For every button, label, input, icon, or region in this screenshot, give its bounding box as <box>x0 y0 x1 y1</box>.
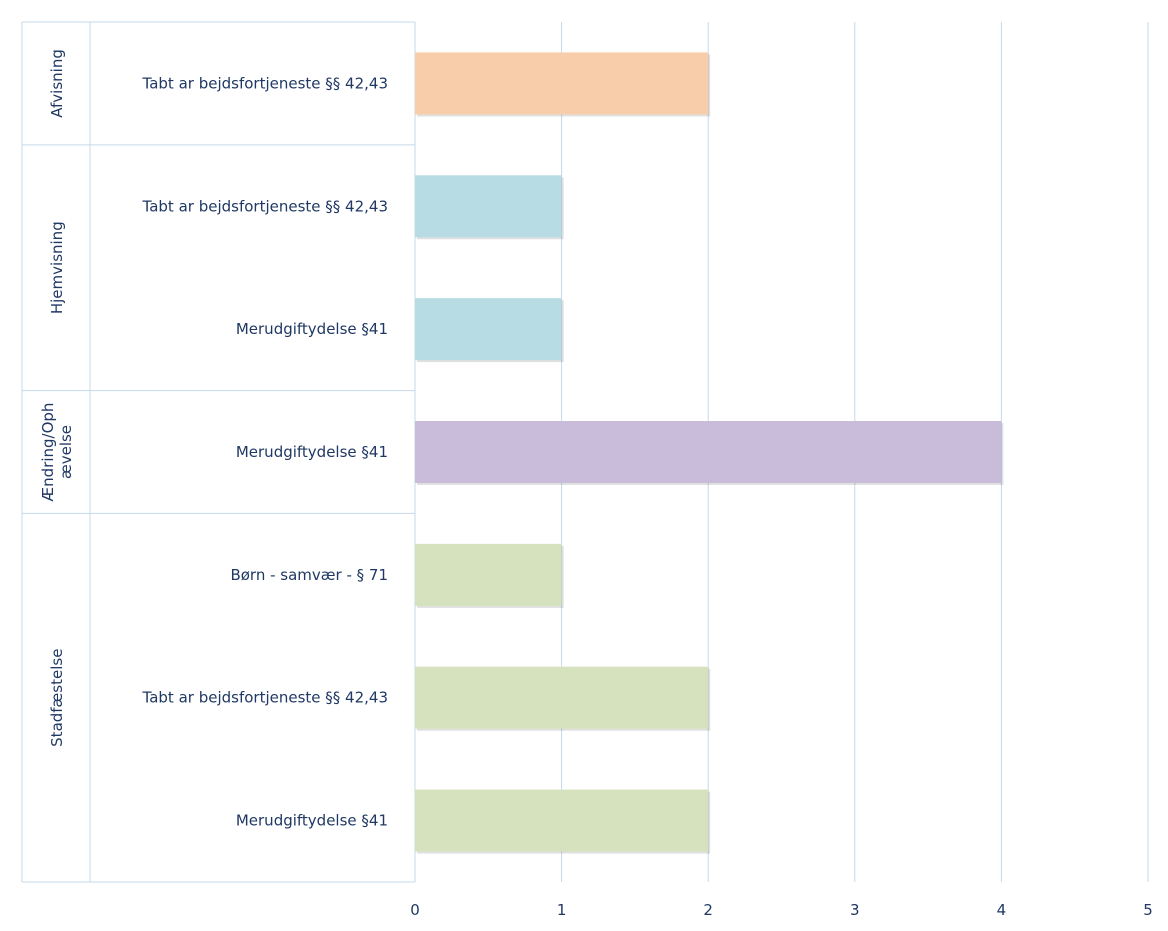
group-label: Hjemvisning <box>48 221 66 314</box>
category-label: Tabt ar bejdsfortjeneste §§ 42,43 <box>142 74 388 92</box>
category-label: Børn - samvær - § 71 <box>230 566 388 584</box>
group-label-line: Stadfæstelse <box>48 649 66 747</box>
x-tick-label: 3 <box>850 901 860 919</box>
bars <box>415 52 1004 854</box>
group-label-line: Afvisning <box>48 49 66 118</box>
group-labels: Afvisning Hjemvisning Ændring/Ophævelse Sta… <box>39 49 75 747</box>
bar <box>415 52 709 115</box>
x-tick-label: 1 <box>557 901 567 919</box>
category-label: Merudgiftydelse §41 <box>236 320 388 338</box>
bar <box>415 175 562 238</box>
x-axis-ticks: 0 1 2 3 4 5 <box>410 901 1153 919</box>
group-label: Ændring/Ophævelse <box>39 403 75 502</box>
x-tick-label: 0 <box>410 901 420 919</box>
category-label: Merudgiftydelse §41 <box>236 812 388 830</box>
group-label: Stadfæstelse <box>48 649 66 747</box>
bar <box>415 298 562 361</box>
category-labels: Tabt ar bejdsfortjeneste §§ 42,43 Tabt ar… <box>142 74 388 829</box>
category-label: Tabt ar bejdsfortjeneste §§ 42,43 <box>142 197 388 215</box>
category-label: Merudgiftydelse §41 <box>236 443 388 461</box>
x-tick-label: 2 <box>703 901 713 919</box>
group-label-line: ævelse <box>57 425 75 479</box>
group-label-line: Hjemvisning <box>48 221 66 314</box>
group-label: Afvisning <box>48 49 66 118</box>
group-label-line: Ændring/Oph <box>39 403 57 502</box>
bar <box>415 789 709 852</box>
bar <box>415 420 1002 483</box>
bar <box>415 543 562 606</box>
category-label: Tabt ar bejdsfortjeneste §§ 42,43 <box>142 689 388 707</box>
x-tick-label: 4 <box>997 901 1007 919</box>
bar <box>415 666 709 729</box>
x-tick-label: 5 <box>1143 901 1153 919</box>
